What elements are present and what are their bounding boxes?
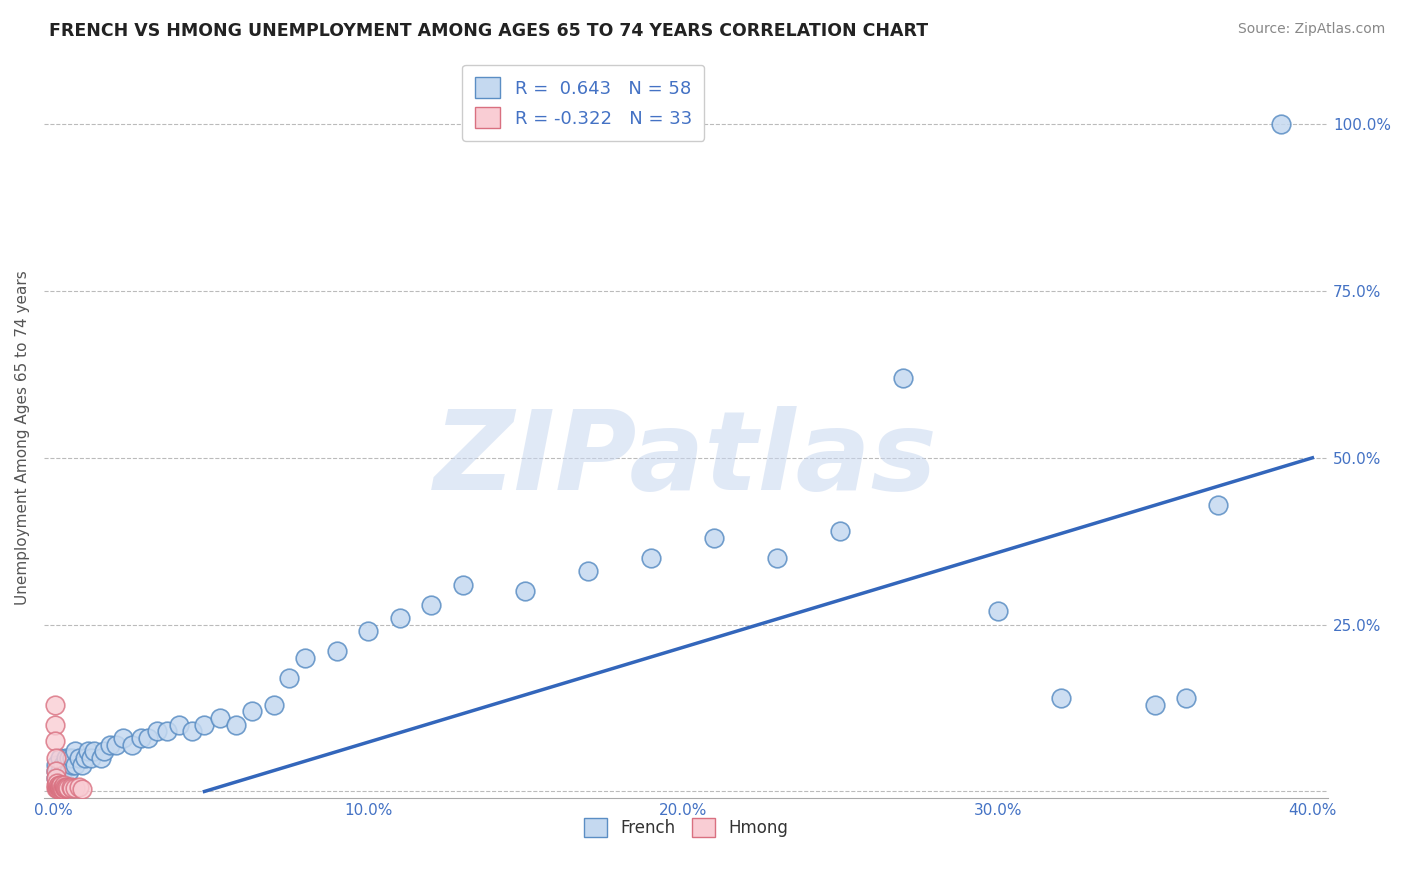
Point [1270, 117, 1292, 131]
Point [46, 781, 69, 796]
Point [49, 780, 72, 795]
Point [77, 744, 100, 758]
Point [52, 780, 75, 795]
Point [1143, 698, 1166, 712]
Point [1175, 691, 1198, 706]
Point [48, 778, 70, 792]
Point [44, 764, 66, 779]
Text: Source: ZipAtlas.com: Source: ZipAtlas.com [1237, 22, 1385, 37]
Point [294, 651, 316, 665]
Point [83, 744, 105, 758]
Point [44, 717, 66, 731]
Point [830, 524, 852, 539]
Point [891, 370, 914, 384]
Point [193, 717, 215, 731]
Point [48, 781, 70, 796]
Point [60, 751, 83, 765]
Point [55, 751, 77, 765]
Point [578, 564, 600, 578]
Point [51, 778, 73, 792]
Point [65, 781, 87, 796]
Point [67, 780, 90, 795]
Point [45, 757, 67, 772]
Point [987, 604, 1010, 618]
Point [46, 779, 69, 793]
Text: ZIPatlas: ZIPatlas [434, 406, 938, 513]
Point [44, 751, 66, 765]
Point [48, 781, 70, 796]
Point [55, 757, 77, 772]
Point [105, 738, 128, 752]
Point [45, 771, 67, 785]
Point [46, 776, 69, 790]
Point [325, 644, 347, 658]
Point [111, 731, 134, 745]
Point [48, 764, 70, 779]
Point [1049, 691, 1071, 706]
Point [263, 698, 285, 712]
Point [93, 744, 115, 758]
Point [70, 781, 93, 796]
Point [45, 778, 67, 792]
Point [180, 724, 202, 739]
Point [65, 757, 87, 772]
Point [515, 584, 537, 599]
Point [90, 751, 112, 765]
Point [53, 780, 76, 794]
Point [48, 779, 70, 793]
Point [48, 751, 70, 765]
Point [52, 764, 75, 779]
Point [51, 781, 73, 796]
Point [146, 724, 169, 739]
Point [60, 757, 83, 772]
Point [225, 717, 247, 731]
Point [98, 738, 121, 752]
Point [60, 781, 83, 796]
Point [167, 717, 190, 731]
Point [357, 624, 380, 639]
Point [278, 671, 301, 685]
Point [131, 731, 153, 745]
Point [388, 611, 411, 625]
Point [59, 780, 82, 794]
Point [52, 778, 75, 792]
Point [52, 781, 75, 796]
Point [136, 731, 159, 745]
Legend: French, Hmong: French, Hmong [576, 812, 796, 844]
Point [121, 738, 143, 752]
Point [1206, 498, 1229, 512]
Point [67, 751, 90, 765]
Y-axis label: Unemployment Among Ages 65 to 74 years: Unemployment Among Ages 65 to 74 years [15, 270, 30, 605]
Point [44, 734, 66, 748]
Point [45, 764, 67, 779]
Point [209, 711, 232, 725]
Text: FRENCH VS HMONG UNEMPLOYMENT AMONG AGES 65 TO 74 YEARS CORRELATION CHART: FRENCH VS HMONG UNEMPLOYMENT AMONG AGES … [49, 22, 928, 40]
Point [640, 550, 662, 565]
Point [703, 531, 725, 545]
Point [53, 781, 76, 796]
Point [420, 598, 443, 612]
Point [240, 705, 263, 719]
Point [46, 781, 69, 796]
Point [44, 698, 66, 712]
Point [70, 757, 93, 772]
Point [52, 757, 75, 772]
Point [58, 781, 80, 796]
Point [766, 550, 789, 565]
Point [58, 764, 80, 779]
Point [51, 781, 73, 796]
Point [80, 751, 103, 765]
Point [56, 780, 79, 795]
Point [451, 577, 474, 591]
Point [156, 724, 179, 739]
Point [45, 781, 67, 796]
Point [45, 771, 67, 785]
Point [55, 781, 77, 796]
Point [73, 751, 96, 765]
Point [58, 751, 80, 765]
Point [65, 744, 87, 758]
